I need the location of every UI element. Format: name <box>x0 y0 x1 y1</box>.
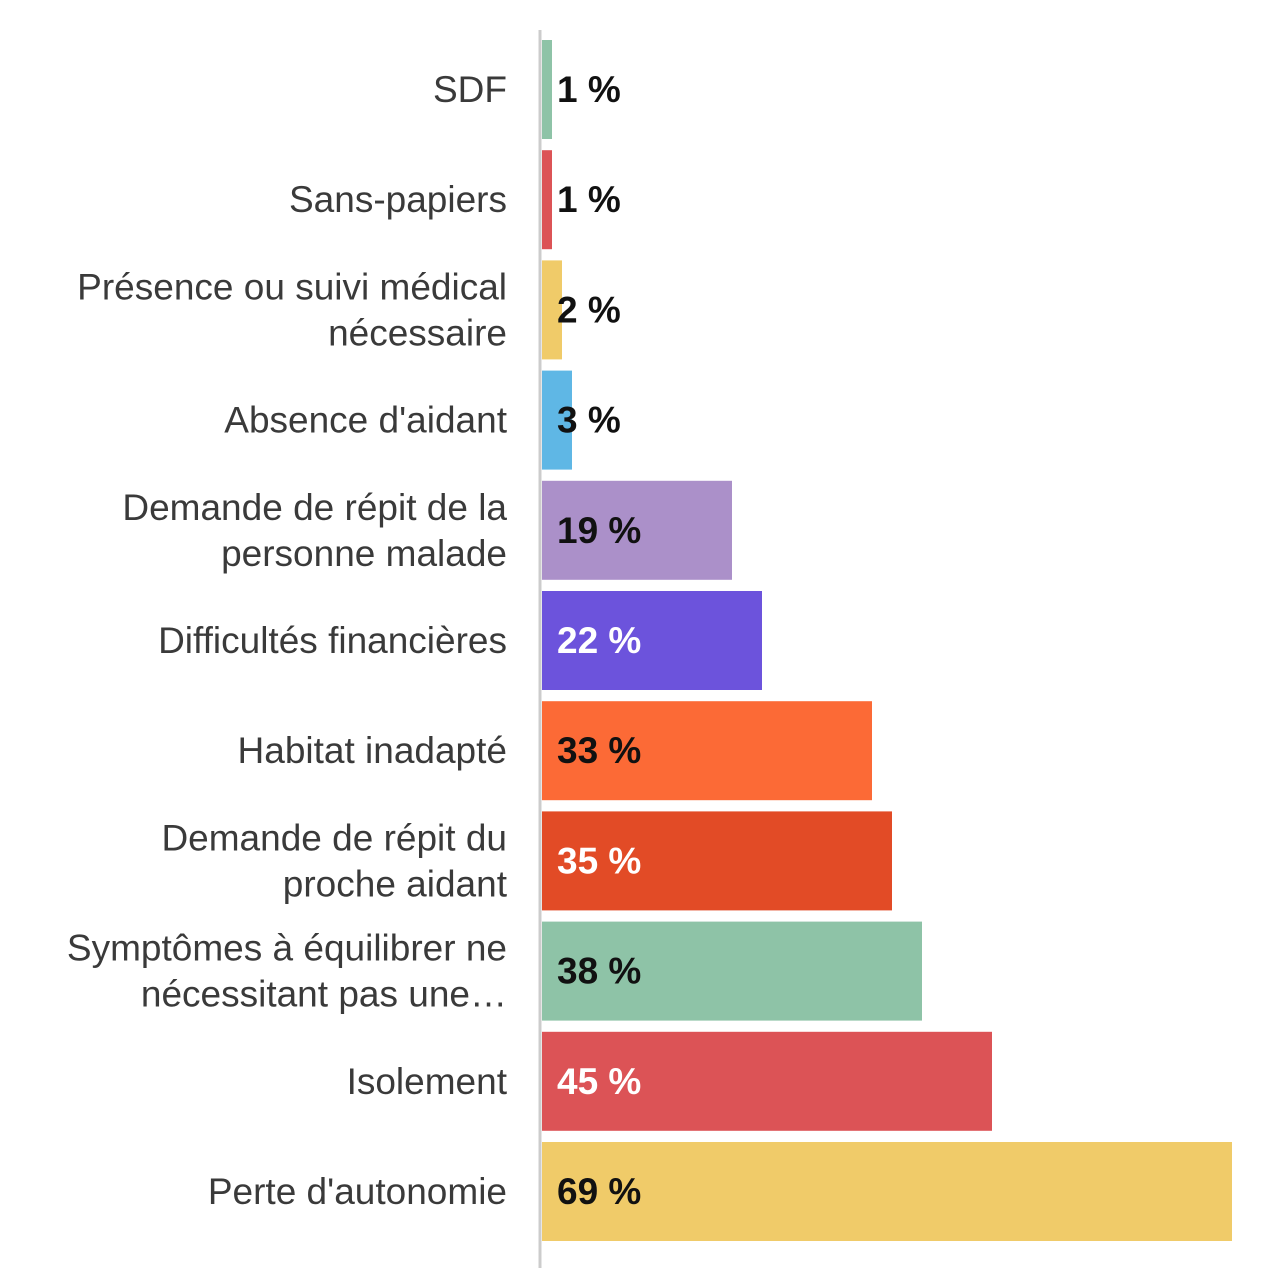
value-label-2: 1 % <box>557 179 621 220</box>
bar-7 <box>542 701 872 801</box>
category-label-7: Habitat inadapté <box>238 730 507 771</box>
value-label-10: 45 % <box>557 1061 641 1102</box>
bar-2 <box>542 150 552 250</box>
category-label-1: SDF <box>433 69 507 110</box>
bar-10 <box>542 1031 992 1131</box>
bar-8 <box>542 811 892 911</box>
bar-5 <box>542 480 732 580</box>
value-label-5: 19 % <box>557 510 641 551</box>
category-label-line: Perte d'autonomie <box>208 1171 507 1212</box>
bar-3 <box>542 260 562 360</box>
bar-6 <box>542 591 762 690</box>
value-label-11: 69 % <box>557 1171 641 1212</box>
category-label-line: Habitat inadapté <box>238 730 507 771</box>
value-label-7: 33 % <box>557 730 641 771</box>
value-label-4: 3 % <box>557 400 621 441</box>
bar-1 <box>542 40 552 139</box>
value-label-6: 22 % <box>557 620 641 661</box>
value-label-1: 1 % <box>557 69 621 110</box>
category-label-4: Absence d'aidant <box>224 400 507 441</box>
category-label-line: SDF <box>433 69 507 110</box>
value-label-3: 2 % <box>557 289 621 330</box>
bar-9 <box>542 921 922 1021</box>
category-label-5: Demande de répit de la personne malade <box>122 487 507 574</box>
category-label-line: Symptômes à équilibrer ne <box>67 928 507 969</box>
value-label-8: 35 % <box>557 840 641 881</box>
category-label-2: Sans-papiers <box>289 179 507 220</box>
bar-11 <box>542 1142 1232 1241</box>
category-label-line: Demande de répit du <box>161 817 507 858</box>
category-label-9: Symptômes à équilibrer ne nécessitant pas… <box>67 928 507 1015</box>
value-label-9: 38 % <box>557 951 641 992</box>
category-label-line: Isolement <box>347 1061 508 1102</box>
bars-layer <box>542 40 1232 1241</box>
category-label-line: nécessaire <box>328 312 507 353</box>
category-label-line: Sans-papiers <box>289 179 507 220</box>
category-label-3: Présence ou suivi médical nécessaire <box>77 266 507 353</box>
labels-layer: SDF 1 % Sans-papiers 1 % Présence ou suivi m… <box>67 69 641 1212</box>
category-label-line: Demande de répit de la <box>122 487 507 528</box>
category-label-line: Absence d'aidant <box>224 400 507 441</box>
category-label-11: Perte d'autonomie <box>208 1171 507 1212</box>
category-label-line: Présence ou suivi médical <box>77 266 507 307</box>
category-label-10: Isolement <box>347 1061 508 1102</box>
bar-4 <box>542 370 572 470</box>
category-label-line: personne malade <box>221 533 507 574</box>
category-label-line: nécessitant pas une… <box>141 974 507 1015</box>
category-label-line: proche aidant <box>283 863 508 904</box>
category-label-6: Difficultés financières <box>158 620 507 661</box>
category-label-8: Demande de répit du proche aidant <box>161 817 507 904</box>
category-label-line: Difficultés financières <box>158 620 507 661</box>
